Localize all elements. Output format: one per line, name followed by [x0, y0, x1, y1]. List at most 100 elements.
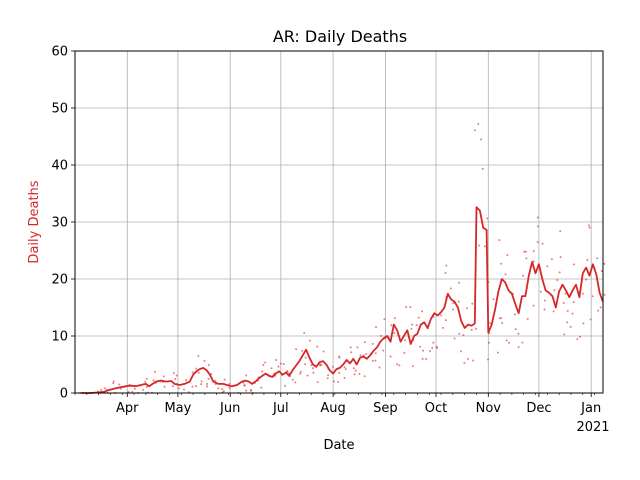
daily-point — [603, 293, 606, 296]
daily-point — [260, 386, 263, 389]
x-axis-year-label: 2021 — [576, 420, 609, 435]
daily-point — [492, 298, 495, 301]
daily-point — [374, 359, 377, 362]
daily-point — [432, 341, 435, 344]
daily-point — [431, 347, 434, 350]
daily-point — [264, 361, 267, 364]
daily-point — [543, 308, 546, 311]
daily-point — [470, 328, 473, 331]
daily-point — [504, 273, 507, 276]
x-tick-label: Dec — [526, 401, 551, 416]
daily-point — [353, 373, 356, 376]
daily-point — [471, 302, 474, 305]
daily-point — [354, 369, 357, 372]
daily-point — [393, 317, 396, 320]
daily-point — [572, 301, 575, 304]
daily-point — [262, 364, 265, 367]
daily-point — [462, 334, 465, 337]
daily-point — [112, 380, 115, 383]
daily-point — [526, 317, 529, 320]
daily-point — [451, 308, 454, 311]
daily-point — [316, 345, 319, 348]
daily-point — [332, 380, 335, 383]
daily-point — [185, 379, 188, 382]
daily-point — [349, 346, 352, 349]
daily-point — [421, 357, 424, 360]
daily-point — [505, 339, 508, 342]
daily-point — [411, 323, 414, 326]
daily-point — [500, 262, 503, 265]
daily-point — [581, 292, 584, 295]
daily-point — [559, 230, 562, 233]
daily-point — [299, 370, 302, 373]
daily-point — [303, 332, 306, 335]
daily-point — [409, 306, 412, 309]
daily-point — [207, 377, 210, 380]
daily-point — [403, 339, 406, 342]
daily-point — [245, 389, 248, 392]
daily-point — [600, 269, 603, 272]
daily-point — [552, 310, 555, 313]
daily-point — [556, 279, 559, 282]
daily-point — [498, 239, 501, 242]
daily-point — [172, 372, 175, 375]
y-tick-label: 30 — [51, 216, 68, 231]
daily-point — [316, 381, 319, 384]
x-tick-label: Jan — [580, 401, 601, 416]
daily-point — [356, 346, 359, 349]
daily-point — [245, 374, 248, 377]
daily-point — [481, 167, 484, 170]
daily-point — [306, 374, 309, 377]
daily-point — [200, 383, 203, 386]
daily-point — [206, 382, 209, 385]
daily-point — [304, 356, 307, 359]
daily-point — [444, 319, 447, 322]
daily-point — [311, 367, 314, 370]
daily-point — [573, 263, 576, 266]
daily-point — [197, 371, 200, 374]
x-axis-title: Date — [323, 438, 354, 453]
daily-point — [596, 257, 599, 260]
daily-point — [532, 260, 535, 263]
daily-point — [228, 386, 231, 389]
y-tick-label: 40 — [51, 159, 68, 174]
daily-point — [312, 371, 315, 374]
daily-point — [177, 387, 180, 390]
daily-point — [327, 374, 330, 377]
daily-point — [343, 377, 346, 380]
daily-point — [371, 342, 374, 345]
daily-point — [440, 314, 443, 317]
daily-point — [365, 353, 368, 356]
daily-point — [591, 295, 594, 298]
daily-point — [444, 271, 447, 274]
daily-point — [460, 350, 463, 353]
daily-point — [294, 381, 297, 384]
series-line-layer — [81, 206, 604, 394]
daily-point — [359, 354, 362, 357]
daily-point — [203, 359, 206, 362]
daily-point — [112, 382, 115, 385]
daily-point — [532, 304, 535, 307]
daily-point — [571, 312, 574, 315]
daily-point — [458, 281, 461, 284]
daily-point — [465, 307, 468, 310]
daily-point — [284, 384, 287, 387]
daily-point — [486, 217, 489, 220]
daily-point — [175, 374, 178, 377]
daily-point — [249, 389, 252, 392]
daily-point — [599, 306, 602, 309]
daily-point — [291, 378, 294, 381]
y-tick-label: 50 — [51, 102, 68, 117]
daily-point — [389, 355, 392, 358]
daily-point — [546, 265, 549, 268]
daily-point — [243, 384, 246, 387]
daily-point — [382, 349, 385, 352]
x-axis-ticks: Apr May Jun Jul Aug Sep Oct Nov Dec Jan — [74, 393, 601, 416]
daily-point — [144, 380, 147, 383]
daily-point — [299, 372, 302, 375]
daily-point — [206, 385, 209, 388]
daily-point — [363, 341, 366, 344]
daily-point — [514, 328, 517, 331]
